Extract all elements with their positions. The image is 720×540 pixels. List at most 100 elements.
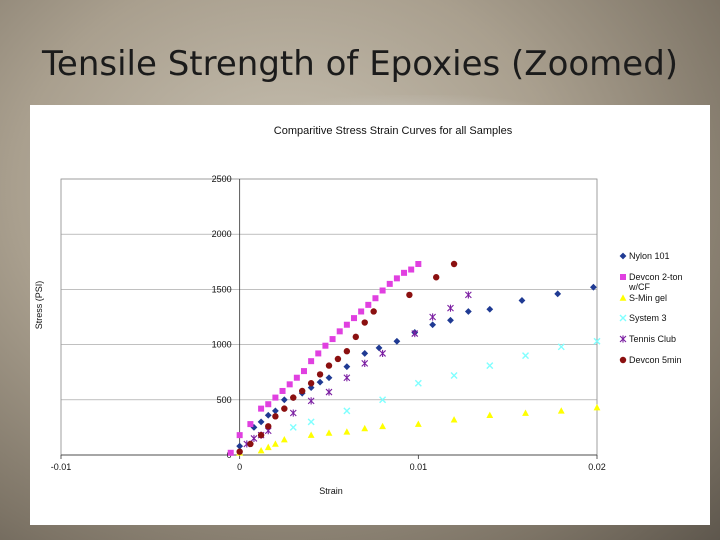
data-point (257, 431, 265, 439)
y-tick-label: 1000 (212, 340, 232, 350)
data-point (325, 429, 333, 436)
legend-label: Tennis Club (629, 334, 676, 344)
data-point (379, 396, 387, 404)
data-point (414, 420, 422, 427)
data-point (464, 308, 472, 315)
data-point (325, 362, 333, 369)
data-point (343, 348, 351, 355)
data-point (315, 350, 322, 357)
data-point (272, 413, 279, 420)
legend: Nylon 101 Devcon 2-ton w/CFS-Min gel System… (619, 251, 683, 365)
data-point (433, 274, 440, 281)
legend-marker (619, 294, 627, 301)
data-point (336, 328, 343, 335)
legend-label: Devcon 2-ton w/CF (628, 272, 683, 292)
legend-marker (619, 356, 627, 364)
data-point (379, 287, 386, 294)
data-point (236, 442, 244, 450)
data-point (370, 308, 377, 315)
data-point (257, 418, 265, 426)
data-point (343, 428, 351, 435)
x-tick-label: 0.01 (410, 462, 428, 472)
x-tick-label: 0.02 (588, 462, 606, 472)
legend-label: Devcon 5min (629, 355, 682, 365)
plot-area (60, 178, 598, 456)
data-point (351, 315, 358, 322)
data-point (450, 416, 458, 423)
data-point (401, 269, 408, 276)
series-s-min-gel (236, 403, 601, 456)
legend-marker (620, 274, 626, 280)
data-point (322, 342, 329, 349)
data-point (300, 368, 307, 375)
data-point (281, 405, 288, 412)
data-point (247, 440, 254, 448)
chart-panel: Comparitive Stress Strain Curves for all… (30, 105, 710, 525)
x-tick-label: 0 (237, 462, 242, 472)
data-point (593, 403, 601, 411)
x-axis-label: Strain (319, 486, 343, 496)
data-point (247, 421, 254, 428)
data-point (334, 355, 342, 363)
series-devcon-5min (236, 260, 458, 455)
data-point (280, 396, 288, 404)
data-point (379, 349, 386, 358)
data-point (307, 380, 315, 387)
y-tick-label: 2500 (212, 174, 232, 184)
data-point (236, 432, 243, 439)
data-point (447, 316, 454, 324)
y-axis-label: Stress (PSI) (34, 281, 44, 330)
data-point (279, 387, 286, 394)
data-point (343, 363, 351, 371)
data-point (289, 409, 297, 417)
series-tennis-club (243, 291, 472, 448)
axes (60, 179, 598, 459)
x-tick-labels: -0.01 0 0.01 0.02 (51, 462, 606, 472)
data-point (429, 321, 437, 329)
data-point (447, 304, 454, 312)
data-point (557, 407, 565, 414)
data-point (307, 431, 315, 438)
data-point (227, 449, 234, 456)
y-tick-label: 500 (217, 395, 232, 405)
data-point (289, 423, 297, 431)
series-system-3 (289, 337, 601, 431)
data-point (272, 394, 279, 401)
data-point (386, 280, 393, 287)
data-point (307, 384, 315, 392)
data-point (518, 297, 526, 304)
x-tick-label: -0.01 (51, 462, 72, 472)
data-point (343, 374, 351, 382)
data-point (554, 290, 562, 298)
legend-label: S-Min gel (629, 293, 667, 303)
series-devcon-2-ton-w-cf (227, 261, 422, 456)
data-point (293, 374, 300, 381)
data-point (414, 379, 422, 387)
slide-title: Tensile Strength of Epoxies (Zoomed) (41, 44, 679, 84)
data-point (557, 343, 565, 351)
data-point (486, 411, 494, 419)
data-point (264, 411, 272, 419)
data-point (361, 319, 368, 326)
stress-strain-chart: Comparitive Stress Strain Curves for all… (30, 105, 710, 525)
data-point (408, 266, 415, 273)
data-point (264, 443, 272, 451)
data-point (286, 381, 293, 388)
data-point (361, 424, 369, 432)
data-point (406, 291, 413, 299)
data-point (464, 291, 472, 299)
data-point (379, 422, 386, 430)
data-point (316, 378, 324, 386)
data-point (375, 344, 383, 352)
data-point (450, 372, 458, 380)
gridlines (61, 178, 597, 401)
data-point (522, 409, 529, 416)
legend-label: Nylon 101 (629, 251, 670, 261)
data-point (250, 434, 258, 443)
data-point (358, 308, 365, 315)
data-point (257, 446, 265, 454)
legend-marker (619, 335, 627, 343)
data-point (429, 313, 437, 321)
data-point (372, 295, 379, 302)
data-point (272, 407, 279, 415)
